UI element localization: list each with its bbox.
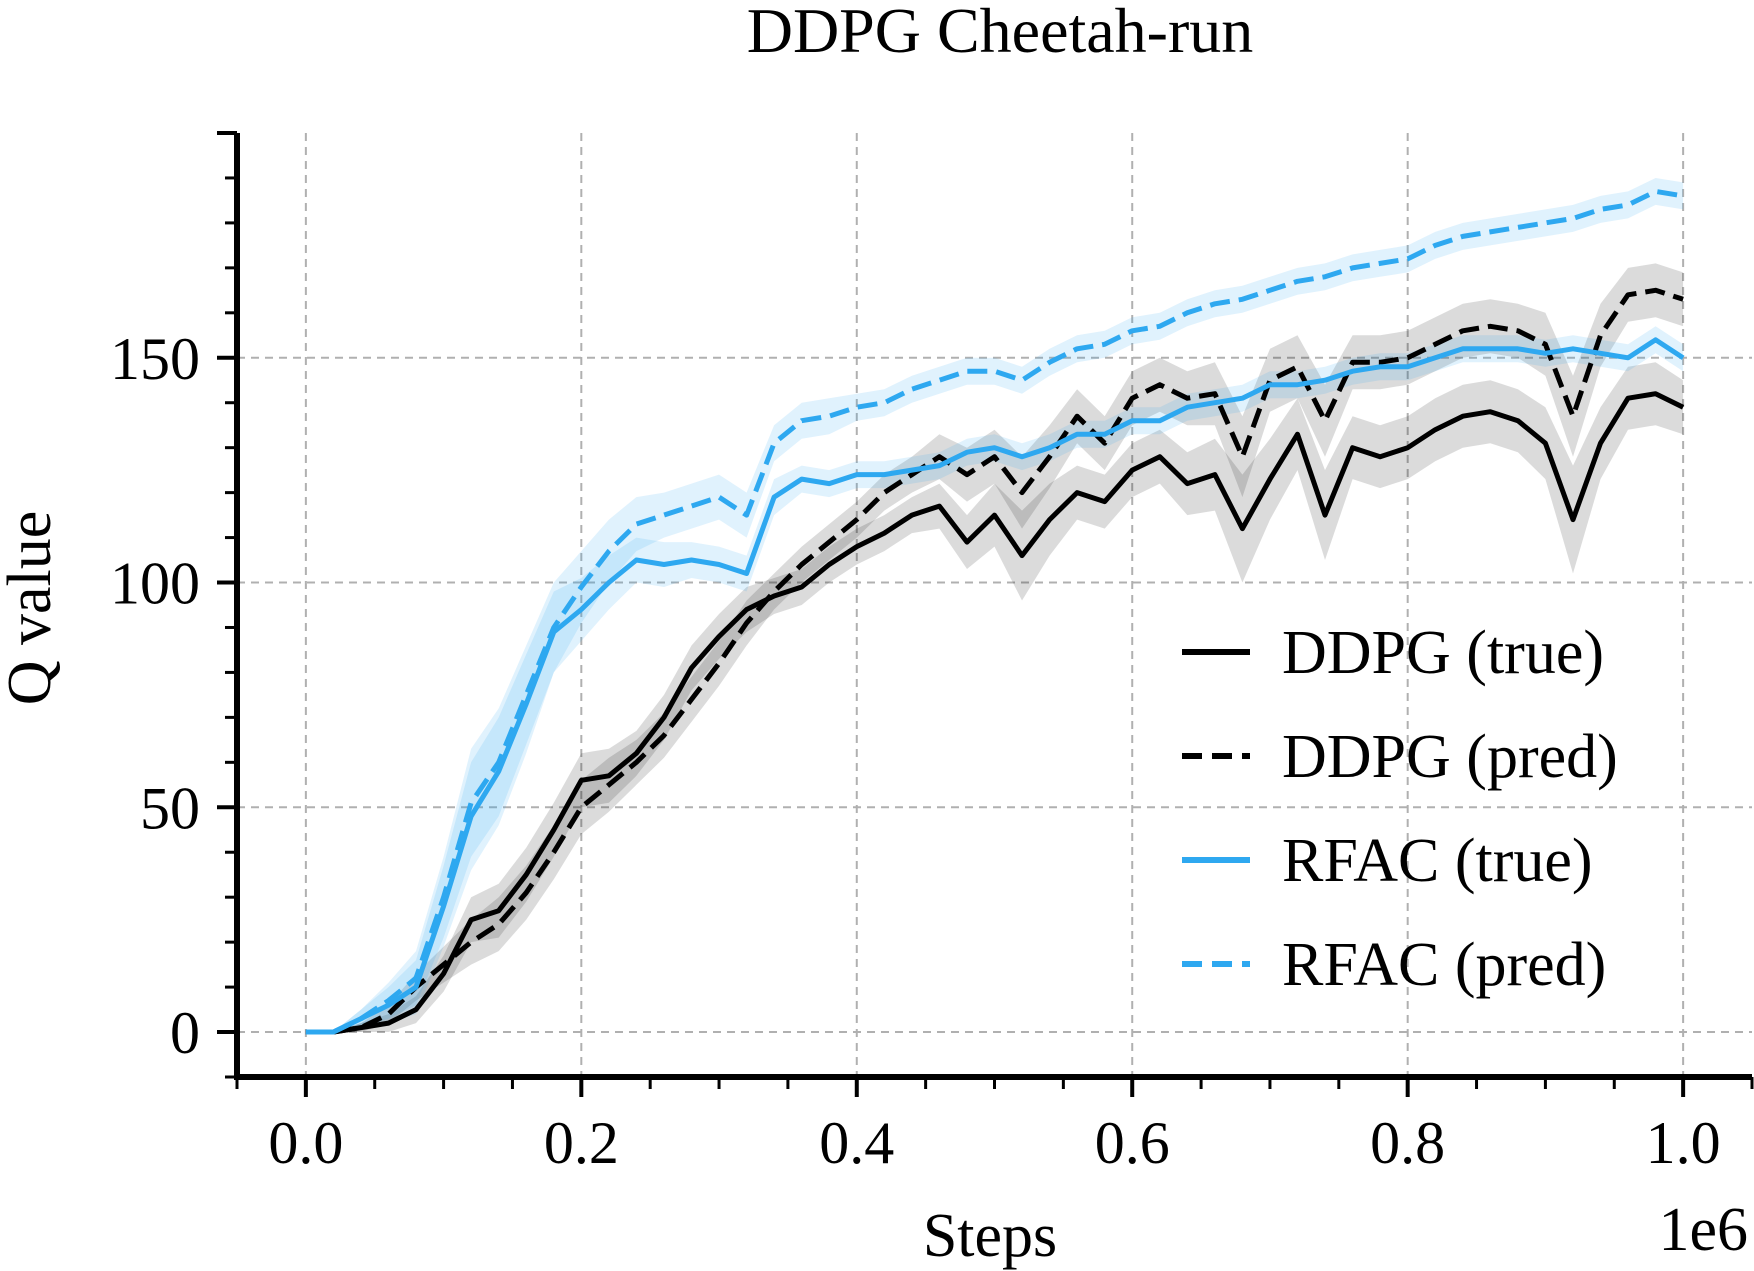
x-tick-label-1: 0.2 bbox=[544, 1110, 619, 1176]
band-ddpg-pred bbox=[305, 263, 1684, 1032]
legend-label-1: DDPG (pred) bbox=[1282, 723, 1618, 791]
confidence-bands bbox=[305, 178, 1684, 1032]
x-axis-label: Steps bbox=[923, 1202, 1057, 1270]
series-line-ddpg-true bbox=[305, 391, 1685, 1035]
y-tick-label-3: 150 bbox=[110, 326, 200, 392]
legend-label-3: RFAC (pred) bbox=[1282, 931, 1606, 999]
y-tick-label-0: 0 bbox=[170, 1000, 200, 1066]
series-line-rfac-true bbox=[305, 337, 1685, 1035]
x-tick-label-2: 0.4 bbox=[819, 1110, 894, 1176]
y-tick-label-1: 50 bbox=[140, 775, 200, 841]
legend-label-2: RFAC (true) bbox=[1282, 827, 1593, 895]
y-axis-label: Q value bbox=[0, 511, 64, 706]
y-tick-label-2: 100 bbox=[110, 551, 200, 617]
x-tick-label-5: 1.0 bbox=[1646, 1110, 1721, 1176]
axes: 0.0 0.2 0.4 0.6 0.8 1.0 0 50 100 150 bbox=[110, 131, 1754, 1176]
series-lines bbox=[305, 188, 1685, 1035]
series-line-ddpg-pred bbox=[305, 287, 1684, 1035]
legend: DDPG (true) DDPG (pred) RFAC (true) RFAC (p… bbox=[1182, 619, 1618, 999]
legend-label-0: DDPG (true) bbox=[1282, 619, 1604, 687]
x-tick-label-0: 0.0 bbox=[268, 1110, 343, 1176]
x-axis-offset-label: 1e6 bbox=[1658, 1196, 1748, 1264]
band-rfac-pred bbox=[305, 178, 1684, 1032]
x-tick-label-3: 0.6 bbox=[1095, 1110, 1170, 1176]
chart-title: DDPG Cheetah-run bbox=[747, 0, 1254, 66]
x-tick-label-4: 0.8 bbox=[1370, 1110, 1445, 1176]
grid bbox=[237, 133, 1752, 1077]
